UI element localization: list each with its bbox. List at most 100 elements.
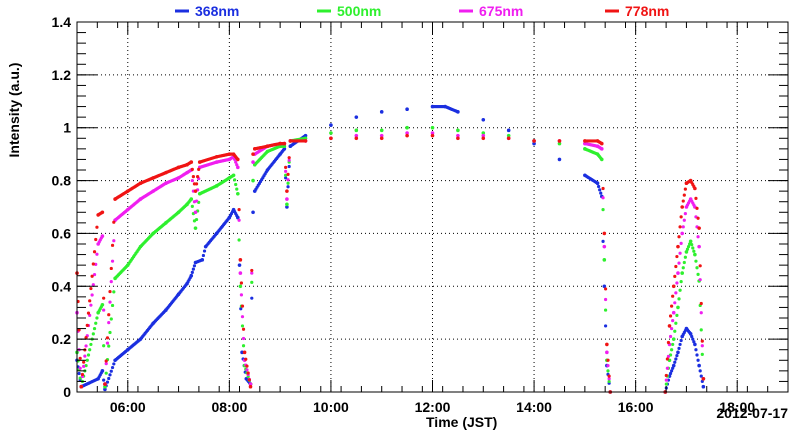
data-point [677,297,681,301]
data-point [78,356,82,360]
data-point [245,368,249,372]
data-point [95,316,99,320]
data-point [354,133,359,138]
data-point [670,304,674,308]
data-point [110,303,115,308]
data-point [354,128,359,133]
data-point [673,360,677,364]
y-axis-title: Intensity (a.u.) [6,63,22,158]
data-point [693,252,697,257]
data-point [602,231,607,236]
data-point [190,204,194,208]
data-point [236,165,240,170]
data-point [108,289,112,294]
data-point [675,313,679,317]
data-point [250,280,254,284]
data-point [607,374,611,378]
data-point [677,346,681,350]
data-point [664,382,668,386]
data-point [109,266,113,271]
data-point [112,239,116,243]
data-point [196,175,200,179]
data-point [676,350,680,355]
data-point [696,216,700,220]
data-point [94,321,98,325]
data-point [231,173,236,178]
data-point [696,358,700,362]
series-368nm [75,104,706,394]
data-point [670,348,674,352]
data-point [286,178,290,182]
data-point [105,336,110,340]
data-point [456,128,460,133]
data-point [674,321,678,325]
data-point [242,350,247,355]
data-point [103,384,107,389]
data-point [241,336,246,341]
data-point [285,202,289,207]
data-point [666,340,671,345]
data-point [286,181,290,185]
x-axis-title: Time (JST) [426,414,497,430]
data-point [691,337,695,341]
data-point [239,281,244,285]
data-point [89,342,93,347]
data-point [201,253,205,258]
data-point [105,380,110,384]
data-point [285,197,289,201]
data-point [430,125,435,130]
data-point [682,218,686,222]
data-point [599,157,604,162]
data-point [191,175,195,179]
data-point [246,371,250,375]
data-point [691,246,695,250]
data-point [668,371,673,376]
data-point [682,260,686,265]
data-point [671,366,675,370]
data-point [405,107,409,112]
data-point [701,376,706,381]
data-point [674,357,678,361]
data-point [532,141,536,146]
data-point [601,186,605,191]
data-point [602,244,607,249]
data-point [690,334,694,339]
data-point [694,348,698,352]
data-point [237,238,241,242]
data-point [685,247,690,251]
x-tick-label: 18:00 [719,399,755,415]
data-point [664,378,668,382]
data-point [88,299,92,303]
data-point [236,215,240,220]
data-point [286,185,290,189]
data-point [481,131,486,135]
y-tick-label: 1 [63,120,71,136]
data-point [103,382,107,386]
data-point [240,315,245,319]
data-point [90,293,94,297]
data-point [89,303,93,307]
data-point [107,344,111,348]
legend-label: 500nm [337,3,381,19]
data-point [108,373,112,377]
data-point [248,384,253,389]
data-point [109,280,113,284]
data-point [683,255,687,259]
data-point [241,327,246,331]
data-point [379,133,384,138]
data-point [240,350,244,355]
y-tick-label: 0.6 [52,225,72,241]
series-500nm [75,125,706,394]
data-point [191,267,195,271]
data-point [80,372,85,377]
data-point [194,199,199,203]
data-point [77,328,81,332]
data-point [675,281,679,285]
data-point [557,157,562,162]
data-point [250,268,254,273]
data-point [284,173,288,177]
data-point [697,363,701,368]
data-point [693,186,697,191]
data-point [287,158,291,162]
data-point [607,379,611,384]
